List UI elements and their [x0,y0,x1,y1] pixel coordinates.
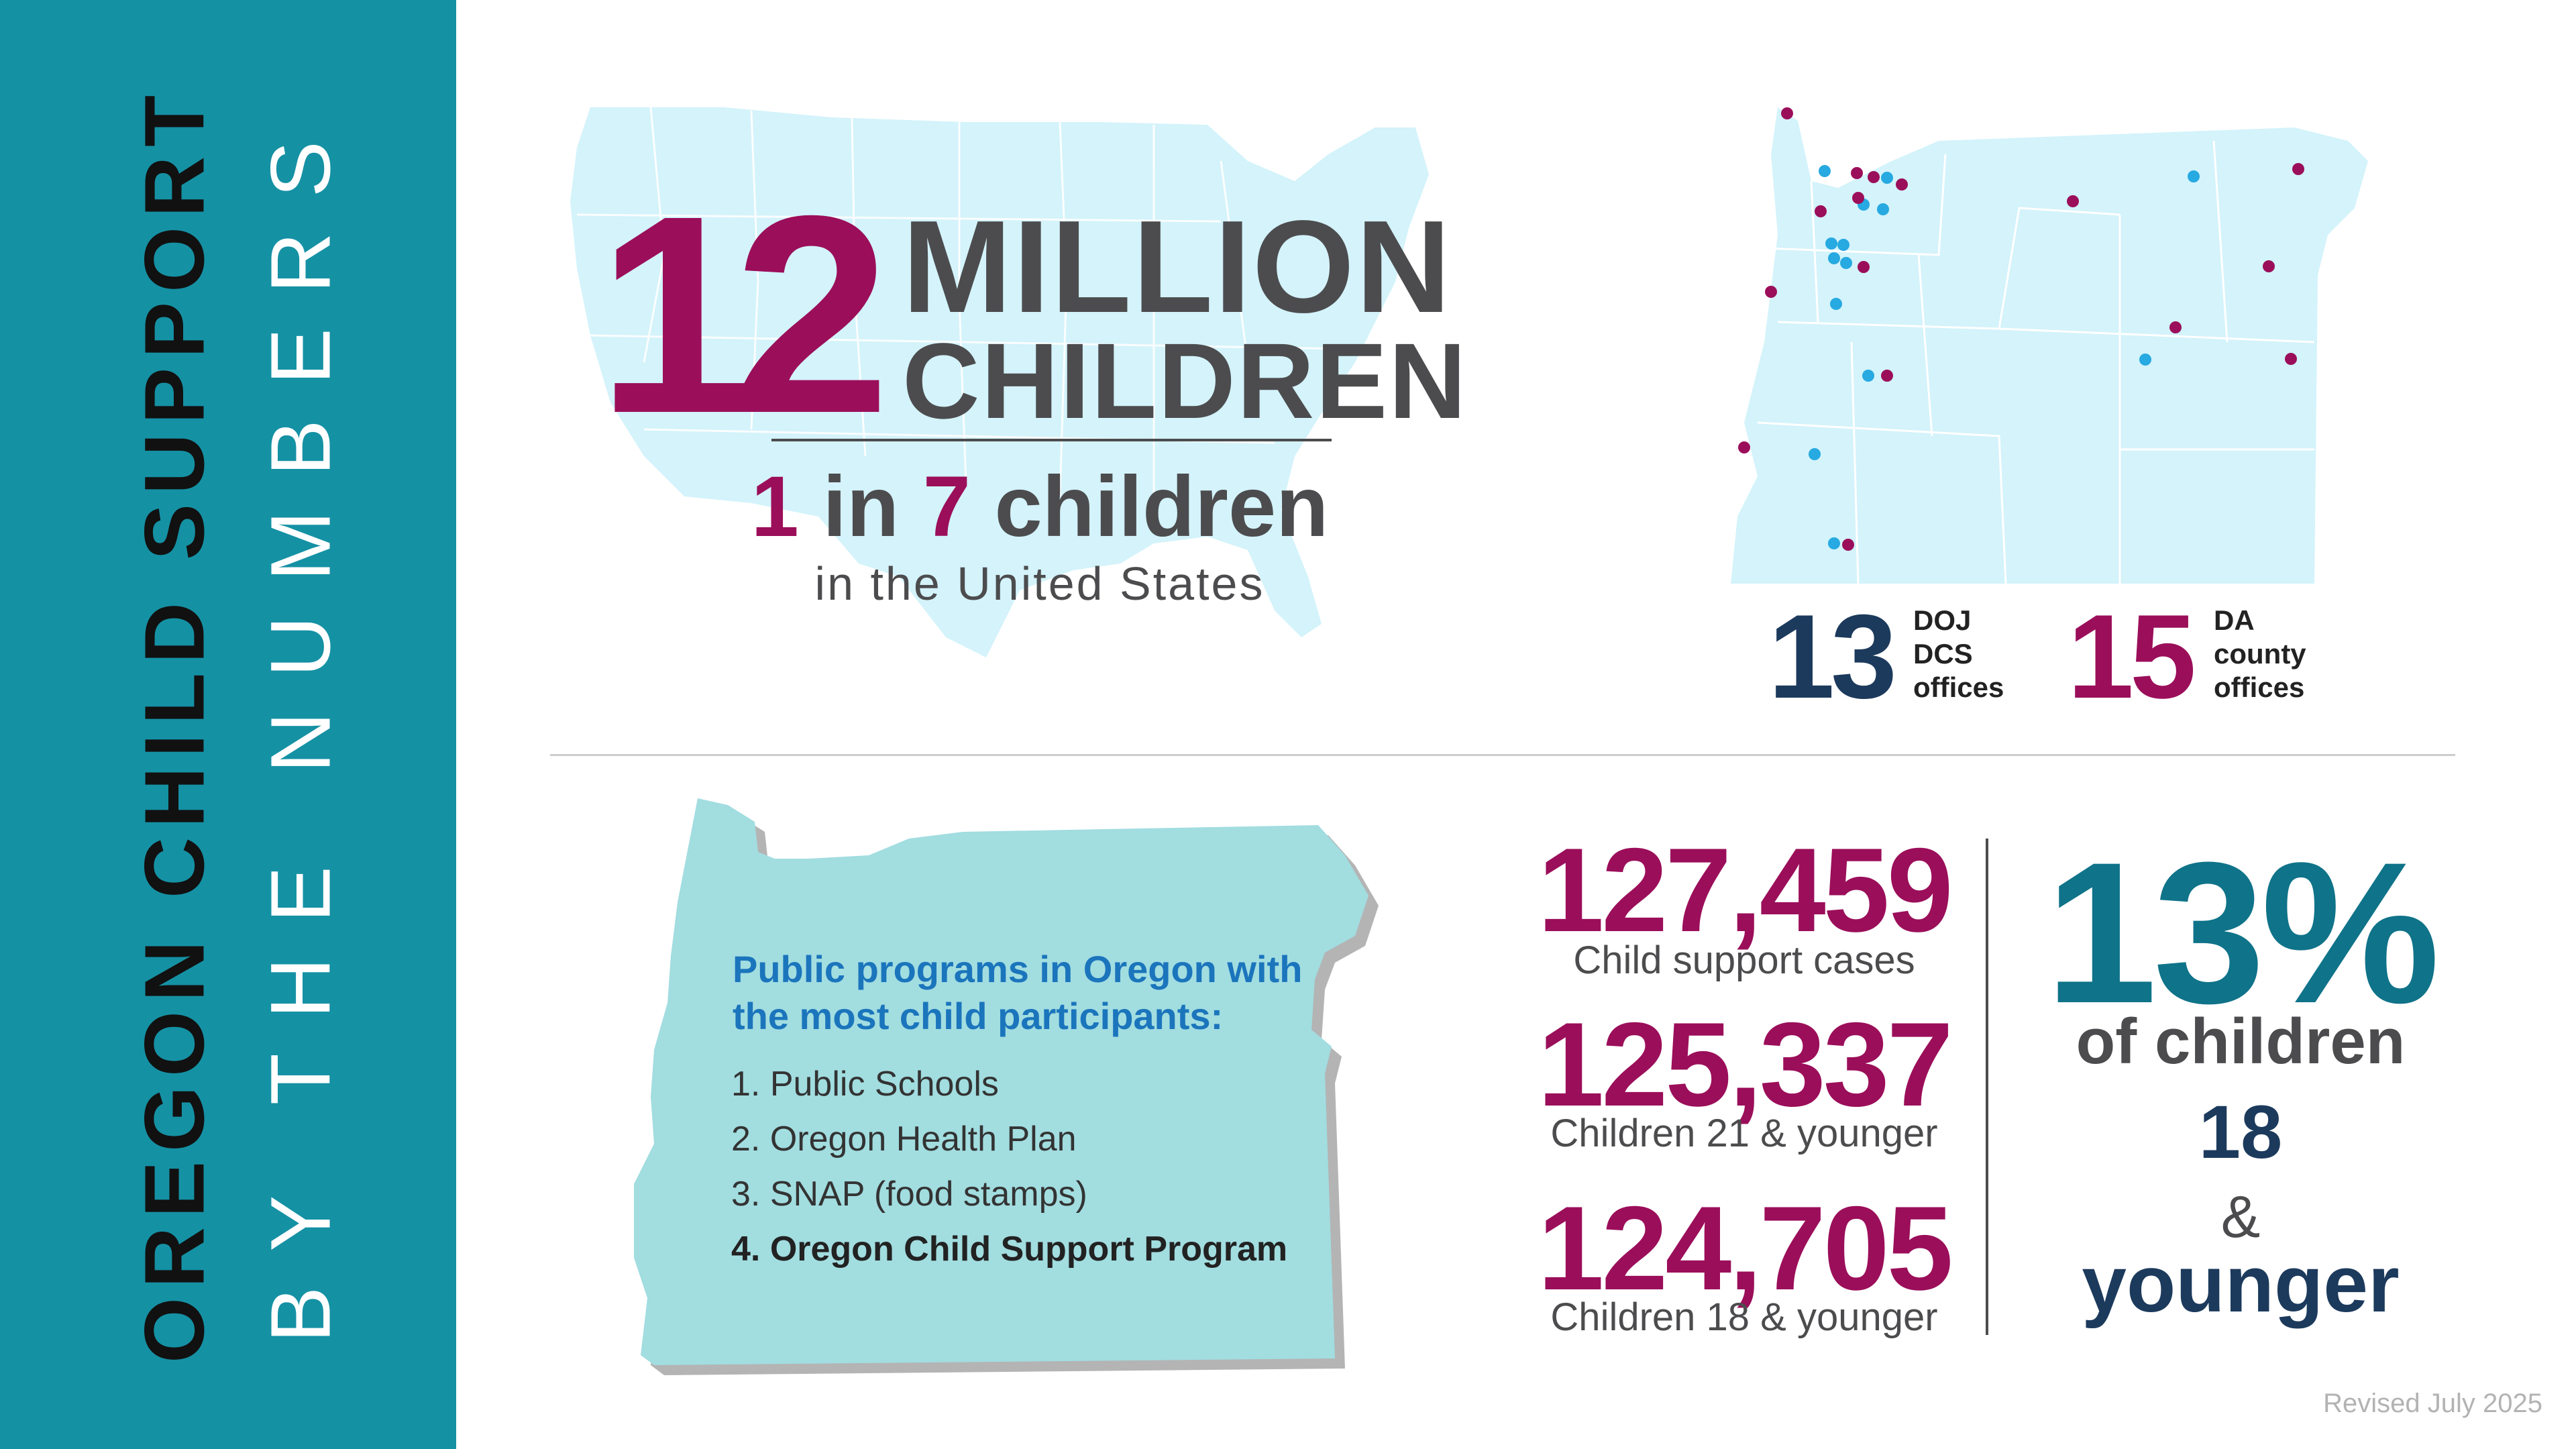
stat-18-value: 124,705 [1538,1181,1953,1315]
revised-date: Revised July 2025 [2323,1389,2542,1418]
oregon-shape [634,798,1379,1375]
doj-office-label: DOJ DCS offices [1913,604,2004,703]
stats-divider [1986,839,1988,1335]
stat-21-value: 125,337 [1538,998,1953,1131]
sidebar-subtitle: BY THE NUMBERS [253,106,348,1343]
children-label: CHILDREN [902,321,1468,441]
percent-of-children: of children [2076,1006,2406,1077]
programs-list: 1. Public Schools 2. Oregon Health Plan … [731,1057,1368,1277]
percent-age: 18 [2198,1090,2283,1174]
programs-title: Public programs in Oregon with the most … [733,948,1303,1037]
location-label: in the United States [814,557,1265,610]
twelve-number: 12 [597,158,890,472]
stat-18-label: Children 18 & younger [1550,1295,1938,1339]
stat-cases-value: 127,459 [1538,823,1953,957]
ratio-number-7: 7 [922,459,971,555]
headline-rule [771,439,1332,441]
ratio-children: children [970,459,1329,555]
percent-amp: & [2220,1183,2261,1250]
sidebar-title: OREGON CHILD SUPPORT [127,85,222,1364]
program-item-child-support: 4. Oregon Child Support Program [731,1230,1288,1269]
program-item-snap: 3. SNAP (food stamps) [731,1175,1087,1214]
percent-younger: younger [2082,1239,2400,1329]
percent-value: 13% [2045,820,2440,1045]
stat-cases-label: Child support cases [1573,938,1915,982]
million-label: MILLION [902,193,1452,340]
ratio-line: 1 in 7 children [711,460,1368,555]
ratio-in: in [798,459,923,555]
program-item-oregon-health-plan: 2. Oregon Health Plan [731,1120,1077,1159]
da-office-label: DA county offices [2214,604,2306,703]
doj-office-count: 13 [1768,590,1897,723]
ratio-number-1: 1 [751,459,799,555]
da-office-count: 15 [2068,590,2196,723]
section-divider [550,754,2455,756]
program-item-public-schools: 1. Public Schools [731,1065,999,1104]
oregon-office-map [1731,107,2368,584]
stat-21-label: Children 21 & younger [1550,1112,1938,1155]
sidebar-band: OREGON CHILD SUPPORT BY THE NUMBERS [0,0,456,1449]
